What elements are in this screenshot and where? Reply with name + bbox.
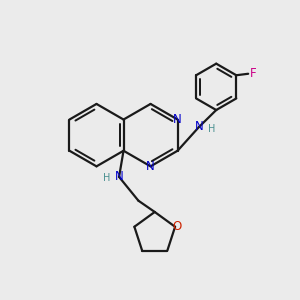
Text: N: N: [115, 170, 123, 183]
Text: H: H: [103, 173, 110, 183]
Text: N: N: [195, 121, 203, 134]
Text: N: N: [173, 113, 182, 126]
Text: N: N: [146, 160, 155, 173]
Text: F: F: [250, 67, 257, 80]
Text: O: O: [173, 220, 182, 233]
Text: H: H: [208, 124, 215, 134]
